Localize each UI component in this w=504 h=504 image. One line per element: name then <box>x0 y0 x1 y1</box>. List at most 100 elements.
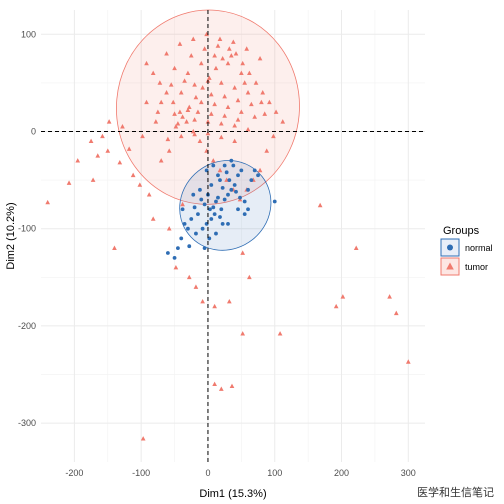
normal-point <box>209 183 214 187</box>
tumor-point <box>240 331 246 336</box>
tumor-point <box>204 31 209 37</box>
normal-point <box>227 178 232 183</box>
normal-point <box>272 199 277 204</box>
tumor-point <box>164 51 169 56</box>
tumor-point <box>164 90 169 95</box>
tumor-point <box>230 39 236 44</box>
tumor-point <box>232 85 238 90</box>
legend: Groups normal tumor <box>440 225 493 276</box>
normal-point <box>200 226 205 231</box>
normal-point <box>222 197 227 202</box>
tumor-point <box>252 114 258 119</box>
tumor-point <box>202 46 207 51</box>
tumor-point <box>66 180 72 185</box>
tumor-point <box>177 41 183 46</box>
tumor-point <box>197 138 203 144</box>
tumor-point <box>158 158 164 163</box>
tumor-point <box>225 104 231 110</box>
tumor-point <box>277 331 283 336</box>
normal-point <box>231 163 236 168</box>
tumor-point <box>217 36 223 41</box>
normal-point <box>189 217 194 221</box>
tumor-point <box>45 199 51 205</box>
legend-marker-tumor <box>446 262 454 270</box>
tumor-point <box>217 167 223 173</box>
normal-point <box>180 207 185 212</box>
tumor-point <box>140 436 146 441</box>
normal-point <box>187 244 192 249</box>
tumor-point <box>271 133 276 139</box>
tumor-point <box>229 383 235 389</box>
tumor-point <box>262 111 268 116</box>
tumor-point <box>88 138 94 144</box>
x-tick-label: 0 <box>205 468 210 478</box>
y-tick-label: -100 <box>18 224 36 234</box>
tumor-point <box>172 111 177 116</box>
normal-point <box>236 207 240 212</box>
tumor-point <box>232 123 238 128</box>
tumor-point <box>190 36 196 41</box>
tumor-point <box>215 43 221 48</box>
tumor-point <box>126 146 132 151</box>
x-axis-ticks: -200 -100 0 100 200 300 <box>65 468 415 478</box>
tumor-point <box>393 310 399 316</box>
normal-point <box>252 168 257 173</box>
normal-point <box>179 236 184 241</box>
tumor-point <box>200 299 205 304</box>
tumor-point <box>130 172 136 178</box>
normal-point <box>236 173 240 178</box>
tumor-point <box>166 226 172 231</box>
normal-point <box>232 183 237 187</box>
normal-point <box>219 207 224 212</box>
normal-point <box>249 178 254 183</box>
y-tick-label: -300 <box>18 418 36 428</box>
legend-item-tumor: tumor <box>440 257 488 276</box>
tumor-point <box>213 65 219 71</box>
tumor-point <box>192 131 197 137</box>
tumor-point <box>178 133 184 139</box>
tumor-point <box>155 109 161 114</box>
x-tick-label: 300 <box>401 468 416 478</box>
tumor-point <box>273 109 279 114</box>
normal-point <box>199 197 204 202</box>
tumor-point <box>140 133 145 139</box>
tumor-point <box>242 80 248 85</box>
normal-point <box>242 199 247 204</box>
tumor-point <box>188 53 194 58</box>
tumor-point <box>333 303 339 309</box>
tumor-point <box>247 274 252 280</box>
tumor-point <box>144 99 149 105</box>
normal-point <box>202 246 207 251</box>
tumor-point <box>353 245 359 250</box>
normal-point <box>214 199 218 204</box>
tumor-point <box>232 138 238 144</box>
normal-point <box>218 178 222 183</box>
normal-point <box>220 185 225 190</box>
tumor-point <box>185 70 191 76</box>
x-tick-label: -200 <box>65 468 83 478</box>
tumor-point <box>228 53 234 58</box>
tumor-point <box>198 99 204 105</box>
normal-point <box>176 246 180 251</box>
tumor-point <box>170 99 176 105</box>
normal-point <box>226 192 230 197</box>
tumor-point <box>235 117 241 122</box>
tumor-point <box>264 148 270 153</box>
tumor-point <box>259 99 264 105</box>
normal-point <box>208 207 212 212</box>
tumor-point <box>226 46 232 51</box>
normal-point <box>198 187 202 192</box>
normal-point <box>172 255 177 260</box>
legend-marker-normal <box>447 244 453 251</box>
tumor-point <box>210 158 216 163</box>
tumor-point <box>193 284 199 289</box>
normal-point <box>226 221 230 226</box>
normal-point <box>211 163 216 168</box>
tumor-point <box>112 245 117 250</box>
tumor-point <box>137 182 143 187</box>
tumor-point <box>205 130 211 136</box>
normal-point <box>220 221 225 226</box>
normal-point <box>218 215 222 219</box>
normal-point <box>242 212 247 217</box>
